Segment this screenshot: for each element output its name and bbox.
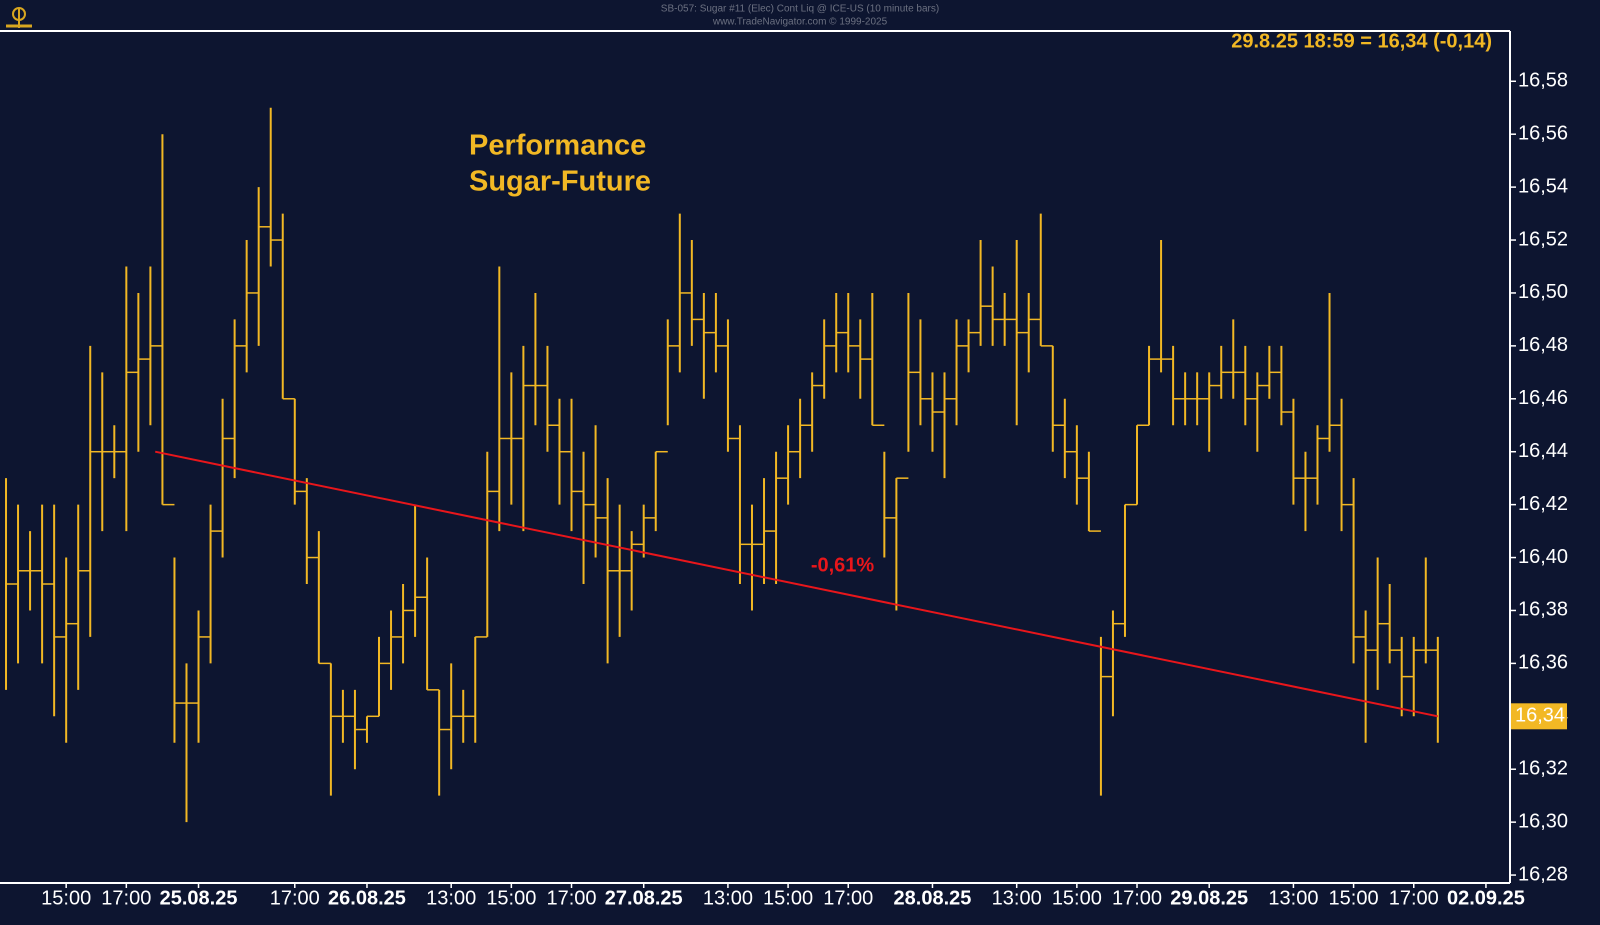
x-tick-label: 15:00 bbox=[41, 887, 91, 909]
y-tick-label: 16,46 bbox=[1518, 387, 1568, 409]
x-tick-label: 17:00 bbox=[1389, 887, 1439, 909]
x-tick-label: 13:00 bbox=[703, 887, 753, 909]
y-tick-label: 16,36 bbox=[1518, 652, 1568, 674]
y-tick-label: 16,38 bbox=[1518, 599, 1568, 621]
last-price-tag bbox=[1511, 703, 1567, 730]
x-tick-label: 15:00 bbox=[763, 887, 813, 909]
x-tick-label: 02.09.25 bbox=[1447, 887, 1525, 909]
x-tick-label: 25.08.25 bbox=[160, 887, 238, 909]
header-line: www.TradeNavigator.com © 1999-2025 bbox=[712, 17, 888, 28]
x-tick-label: 17:00 bbox=[823, 887, 873, 909]
last-price-info: 29.8.25 18:59 = 16,34 (-0,14) bbox=[1231, 30, 1492, 52]
x-tick-label: 13:00 bbox=[426, 887, 476, 909]
y-tick-label: 16,48 bbox=[1518, 334, 1568, 356]
x-tick-label: 27.08.25 bbox=[605, 887, 683, 909]
y-tick-label: 16,56 bbox=[1518, 122, 1568, 144]
y-tick-label: 16,30 bbox=[1518, 810, 1568, 832]
x-tick-label: 15:00 bbox=[1329, 887, 1379, 909]
x-tick-label: 26.08.25 bbox=[328, 887, 406, 909]
header-line: SB-057: Sugar #11 (Elec) Cont Liq @ ICE-… bbox=[661, 4, 939, 15]
x-tick-label: 13:00 bbox=[992, 887, 1042, 909]
y-tick-label: 16,54 bbox=[1518, 175, 1568, 197]
x-tick-label: 15:00 bbox=[486, 887, 536, 909]
y-tick-label: 16,44 bbox=[1518, 440, 1568, 462]
y-tick-label: 16,42 bbox=[1518, 493, 1568, 515]
y-tick-label: 16,32 bbox=[1518, 758, 1568, 780]
x-tick-label: 15:00 bbox=[1052, 887, 1102, 909]
x-tick-label: 17:00 bbox=[546, 887, 596, 909]
y-tick-label: 16,28 bbox=[1518, 863, 1568, 885]
y-tick-label: 16,50 bbox=[1518, 281, 1568, 303]
last-price-tag-label: 16,34 bbox=[1515, 705, 1565, 727]
logo bbox=[6, 7, 32, 28]
x-tick-label: 17:00 bbox=[1112, 887, 1162, 909]
y-tick-label: 16,52 bbox=[1518, 228, 1568, 250]
x-tick-label: 17:00 bbox=[101, 887, 151, 909]
chart-title: Performance bbox=[469, 130, 646, 162]
trend-line bbox=[155, 450, 1439, 718]
y-tick-label: 16,58 bbox=[1518, 70, 1568, 92]
y-tick-label: 16,40 bbox=[1518, 546, 1568, 568]
x-tick-label: 29.08.25 bbox=[1170, 887, 1248, 909]
x-tick-label: 13:00 bbox=[1268, 887, 1318, 909]
trend-annotation: -0,61% bbox=[811, 554, 875, 576]
chart-title: Sugar-Future bbox=[469, 166, 651, 198]
x-tick-label: 28.08.25 bbox=[894, 887, 972, 909]
x-tick-label: 17:00 bbox=[270, 887, 320, 909]
